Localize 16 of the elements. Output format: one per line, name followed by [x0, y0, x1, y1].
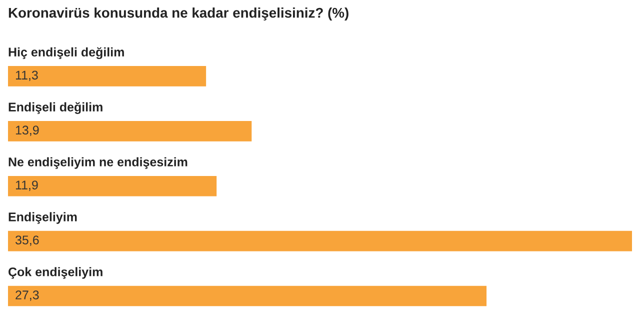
bar [8, 230, 632, 252]
data-label: 35,6 [15, 236, 39, 246]
bar [8, 176, 217, 196]
y-tick-label: Hiç endişeli değilim [8, 47, 124, 60]
data-label: 11,9 [16, 180, 38, 191]
data-label: 11,3 [16, 70, 38, 82]
data-label: 13,9 [16, 126, 39, 136]
y-tick-label: Ne endişeliyim ne endişesizim [8, 157, 188, 169]
data-label: 27,3 [16, 290, 39, 301]
bar [8, 66, 206, 86]
chart-title: Koronavirüs konusunda ne kadar endişelisiniz? (%) [8, 8, 348, 20]
y-tick-label: Endişeli değilim [8, 102, 102, 114]
bar [8, 121, 252, 142]
y-tick-label: Çok endişeliyim [8, 267, 102, 279]
bar [8, 286, 487, 306]
y-tick-label: Endişeliyim [8, 212, 77, 224]
